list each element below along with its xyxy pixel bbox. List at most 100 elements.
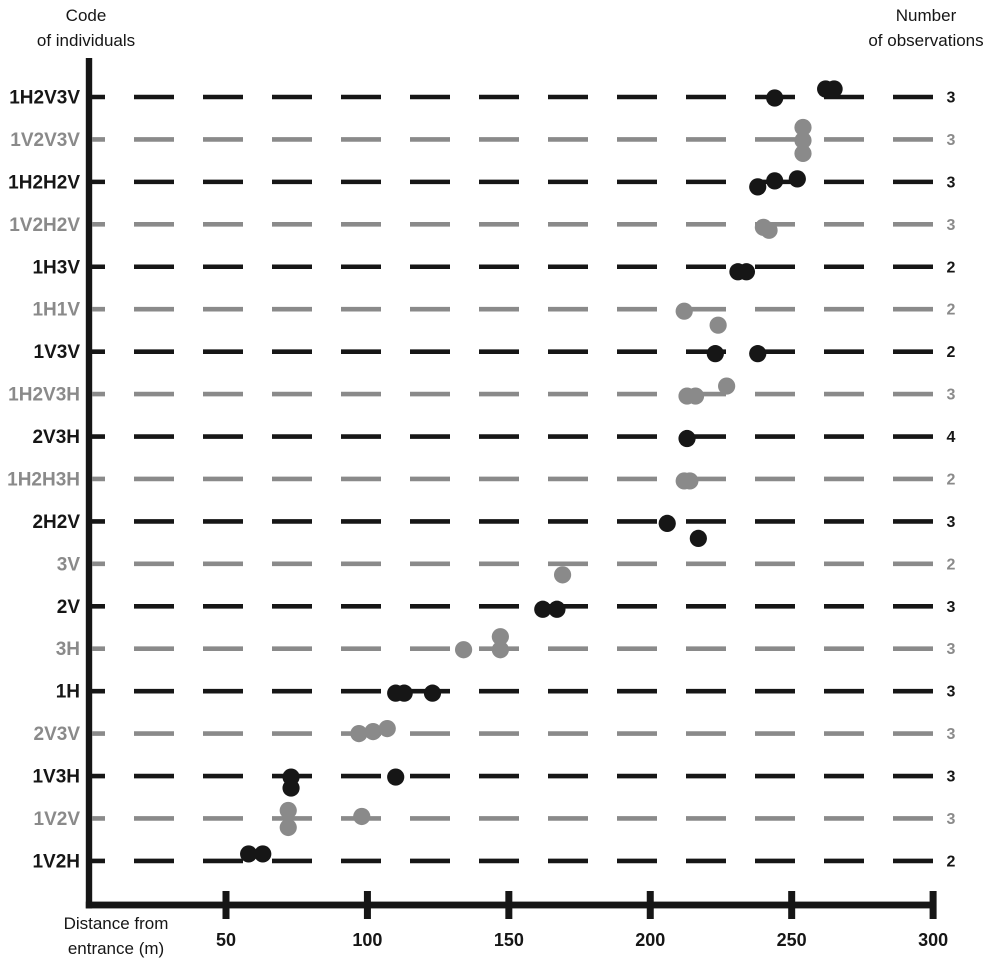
row-label-2V3H: 2V3H <box>32 427 80 448</box>
row-label-1H: 1H <box>56 682 80 703</box>
x-axis-title-line1: Distance from <box>63 914 169 933</box>
data-point-1V2V3V <box>794 131 812 150</box>
data-point-1H3V <box>737 263 756 281</box>
data-point-2V <box>548 600 566 618</box>
data-point-2V <box>534 600 552 618</box>
obs-count-1H2V3H: 3 <box>947 387 956 404</box>
data-point-1H2V3H <box>686 387 705 405</box>
data-point-1H2V3V <box>825 80 843 98</box>
data-point-1V2V3V <box>794 144 812 163</box>
x-tick-label: 300 <box>918 930 948 950</box>
row-label-1V3H: 1V3H <box>32 767 80 788</box>
data-point-1H1V <box>709 316 727 334</box>
data-point-2V3V <box>364 723 382 741</box>
obs-count-2V3V: 3 <box>947 726 956 743</box>
data-point-1H2H2V <box>749 178 767 196</box>
right-axis-title-line1: Number <box>895 6 957 25</box>
obs-count-1H2H2V: 3 <box>947 174 956 191</box>
data-point-1V3V <box>706 345 724 363</box>
obs-count-1V3V: 2 <box>947 344 956 361</box>
x-tick-mark <box>505 891 513 919</box>
data-point-2H2V <box>658 514 676 533</box>
data-point-2H2V <box>689 529 707 548</box>
y-axis-title: Code of individuals <box>0 3 172 53</box>
right-axis-title: Number of observations <box>852 3 1000 53</box>
obs-count-3H: 3 <box>947 641 956 658</box>
row-label-2V3V: 2V3V <box>34 724 81 745</box>
data-point-3H <box>491 628 509 646</box>
obs-count-1V2H: 2 <box>947 853 956 870</box>
row-label-1V2H: 1V2H <box>32 851 80 872</box>
row-label-1V2V: 1V2V <box>34 809 81 830</box>
x-axis-title-line2: entrance (m) <box>67 939 165 958</box>
x-tick-label: 100 <box>352 930 382 950</box>
data-point-1H2H2V <box>788 170 806 188</box>
x-tick-mark <box>646 891 654 919</box>
right-axis-title-line2: of observations <box>868 31 984 50</box>
row-label-1H1V: 1H1V <box>32 300 80 321</box>
data-point-1V2H2V <box>760 221 778 239</box>
data-point-2V3V <box>350 725 368 743</box>
obs-count-1H2V3V: 3 <box>947 90 956 107</box>
row-label-1H3V: 1H3V <box>32 257 80 278</box>
obs-count-1V3H: 3 <box>947 769 956 786</box>
data-point-3V <box>553 566 572 584</box>
data-point-1H2H2V <box>766 172 784 190</box>
data-point-1V2V <box>279 818 297 837</box>
data-point-1V2V3V <box>794 118 812 137</box>
data-point-1V2H <box>254 845 272 863</box>
obs-count-1V2H2V: 3 <box>947 217 956 234</box>
obs-count-2V: 3 <box>947 599 956 616</box>
obs-count-1H3V: 2 <box>947 259 956 276</box>
data-point-1H2V3V <box>766 89 784 107</box>
x-tick-label: 250 <box>777 930 807 950</box>
y-axis-title-line2: of individuals <box>36 31 136 50</box>
row-label-1H2H2V: 1H2H2V <box>8 172 80 193</box>
data-point-1H2V3H <box>718 377 736 395</box>
data-point-1V3H <box>282 779 300 797</box>
x-tick-mark <box>363 891 371 919</box>
data-point-1H <box>423 684 442 702</box>
obs-count-1H2H3H: 2 <box>947 471 956 488</box>
data-point-1V3H <box>387 768 405 786</box>
row-label-2V: 2V <box>57 597 81 618</box>
row-label-3V: 3V <box>57 554 81 575</box>
obs-count-1V2V3V: 3 <box>947 132 956 149</box>
data-point-1V3V <box>749 345 767 363</box>
data-point-1H <box>395 684 413 702</box>
x-axis-title: Distance from entrance (m) <box>28 911 204 961</box>
y-axis-spine <box>85 58 93 909</box>
data-point-2V3V <box>378 720 396 738</box>
data-point-1V2H <box>240 845 258 863</box>
row-label-1H2V3H: 1H2V3H <box>8 385 80 406</box>
y-axis-title-line1: Code <box>65 6 107 25</box>
obs-count-2H2V: 3 <box>947 514 956 531</box>
row-label-3H: 3H <box>56 639 80 660</box>
data-point-3H <box>454 641 473 659</box>
obs-count-1H: 3 <box>947 684 956 701</box>
obs-count-2V3H: 4 <box>947 429 956 446</box>
row-label-1V2H2V: 1V2H2V <box>9 215 80 236</box>
data-point-1H1V <box>675 302 693 320</box>
row-label-1H2V3V: 1H2V3V <box>9 88 80 109</box>
obs-count-1H1V: 2 <box>947 302 956 319</box>
x-tick-label: 200 <box>635 930 665 950</box>
x-tick-label: 150 <box>494 930 524 950</box>
obs-count-3V: 2 <box>947 556 956 573</box>
data-point-1V2V <box>279 801 297 820</box>
data-point-1H2H3H <box>681 472 699 490</box>
x-tick-label: 50 <box>216 930 236 950</box>
x-tick-mark <box>929 891 937 919</box>
data-point-2V3H <box>678 429 696 448</box>
row-label-2H2V: 2H2V <box>32 512 80 533</box>
row-label-1V2V3V: 1V2V3V <box>10 130 80 151</box>
row-label-1H2H3H: 1H2H3H <box>7 469 80 490</box>
row-label-1V3V: 1V3V <box>34 342 81 363</box>
obs-count-1V2V: 3 <box>947 811 956 828</box>
x-tick-mark <box>222 891 230 919</box>
data-point-3H <box>491 641 509 659</box>
x-tick-mark <box>788 891 796 919</box>
data-point-1V2V <box>353 807 371 826</box>
